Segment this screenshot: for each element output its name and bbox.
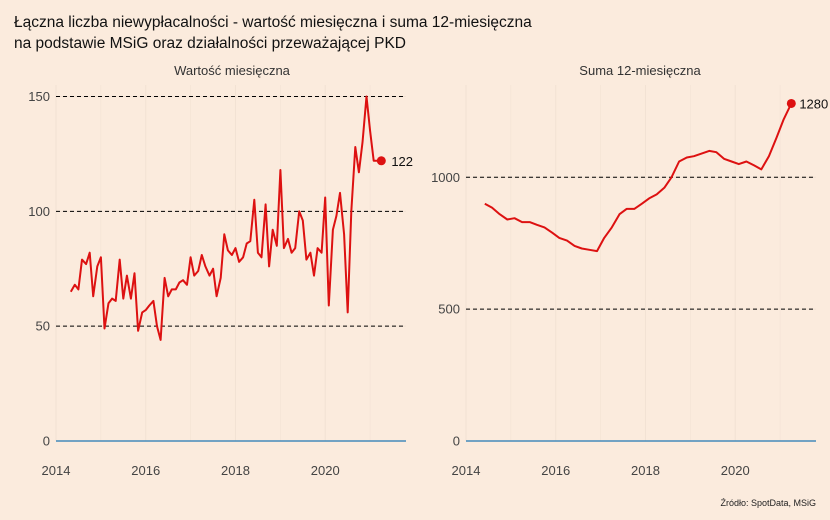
chart-title: Łączna liczba niewypłacalności - wartość… bbox=[14, 12, 814, 54]
title-line-2: na podstawie MSiG oraz działalności prze… bbox=[14, 35, 406, 52]
x-tick-label: 2016 bbox=[131, 463, 160, 478]
x-tick-label: 2018 bbox=[631, 463, 660, 478]
y-tick-label: 50 bbox=[36, 319, 50, 334]
last-point-marker bbox=[376, 156, 386, 166]
panel-title: Wartość miesięczna bbox=[174, 63, 291, 78]
series-line bbox=[484, 103, 793, 253]
last-value-label: 1280 bbox=[799, 96, 828, 111]
last-value-label: 122 bbox=[391, 154, 413, 169]
x-tick-label: 2016 bbox=[541, 463, 570, 478]
x-tick-label: 2018 bbox=[221, 463, 250, 478]
source-note: Źródło: SpotData, MSiG bbox=[720, 498, 816, 508]
panel-title: Suma 12-miesięczna bbox=[579, 63, 701, 78]
series-line bbox=[69, 95, 382, 341]
y-tick-label: 0 bbox=[453, 434, 460, 449]
y-tick-label: 1000 bbox=[431, 170, 460, 185]
title-line-1: Łączna liczba niewypłacalności - wartość… bbox=[14, 14, 532, 31]
y-tick-label: 150 bbox=[28, 89, 50, 104]
last-point-marker bbox=[786, 98, 796, 108]
x-tick-label: 2020 bbox=[311, 463, 340, 478]
x-tick-label: 2020 bbox=[721, 463, 750, 478]
y-tick-label: 100 bbox=[28, 204, 50, 219]
x-tick-label: 2014 bbox=[42, 463, 71, 478]
x-tick-label: 2014 bbox=[452, 463, 481, 478]
y-tick-label: 500 bbox=[438, 302, 460, 317]
y-tick-label: 0 bbox=[43, 434, 50, 449]
